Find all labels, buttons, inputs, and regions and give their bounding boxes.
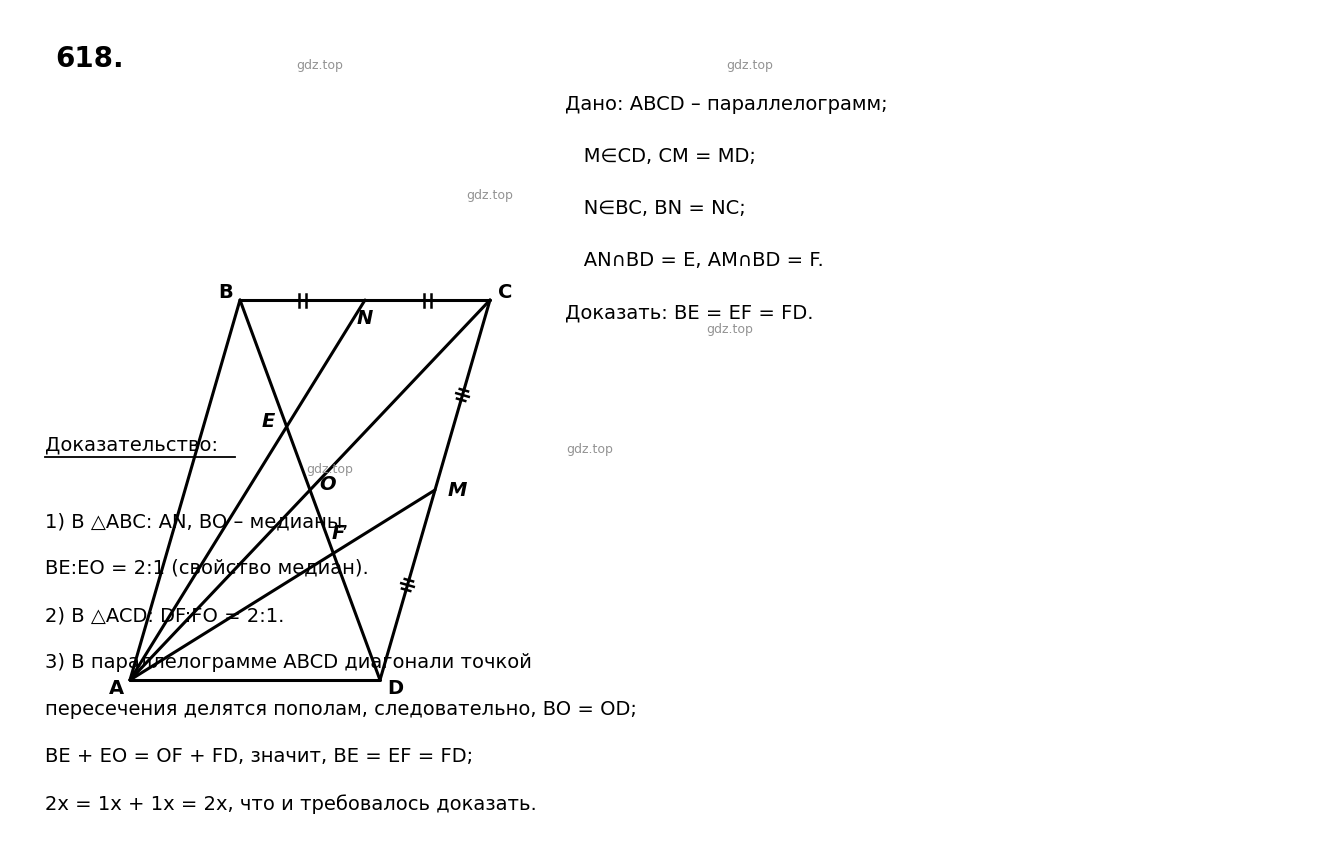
Text: E: E [261,412,275,431]
Text: F: F [332,524,346,543]
Text: gdz.top: gdz.top [707,324,754,336]
Text: M: M [447,480,467,499]
Text: O: O [320,476,336,495]
Text: C: C [498,283,512,302]
Text: B: B [219,283,233,302]
Text: gdz.top: gdz.top [567,444,614,457]
Text: 3) В параллелограмме ABCD диагонали точкой: 3) В параллелограмме ABCD диагонали точк… [45,653,532,672]
Text: N: N [356,309,374,328]
Text: BE + EO = OF + FD, значит, BE = EF = FD;: BE + EO = OF + FD, значит, BE = EF = FD; [45,747,474,766]
Text: gdz.top: gdz.top [467,189,514,202]
Text: gdz.top: gdz.top [307,464,354,477]
Text: 2x = 1x + 1x = 2x, что и требовалось доказать.: 2x = 1x + 1x = 2x, что и требовалось док… [45,794,536,814]
Text: AN∩BD = E, AM∩BD = F.: AN∩BD = E, AM∩BD = F. [566,251,824,270]
Text: Доказать: BE = EF = FD.: Доказать: BE = EF = FD. [566,303,814,322]
Text: Доказательство:: Доказательство: [45,435,217,454]
Text: D: D [387,678,403,697]
Text: M∈CD, CM = MD;: M∈CD, CM = MD; [566,147,756,166]
Text: 2) В △ACD: DF:FO = 2:1.: 2) В △ACD: DF:FO = 2:1. [45,606,284,625]
Text: BE:EO = 2:1 (свойство медиан).: BE:EO = 2:1 (свойство медиан). [45,559,368,578]
Text: gdz.top: gdz.top [296,59,343,72]
Text: gdz.top: gdz.top [727,59,774,72]
Text: Дано: ABCD – параллелограмм;: Дано: ABCD – параллелограмм; [566,95,887,114]
Text: N∈BC, BN = NC;: N∈BC, BN = NC; [566,199,746,218]
Text: A: A [108,678,124,697]
Text: 1) В △ABC: AN, BO – медианы,: 1) В △ABC: AN, BO – медианы, [45,512,348,531]
Text: 618.: 618. [55,45,124,73]
Text: пересечения делятся пополам, следовательно, BO = OD;: пересечения делятся пополам, следователь… [45,700,636,719]
